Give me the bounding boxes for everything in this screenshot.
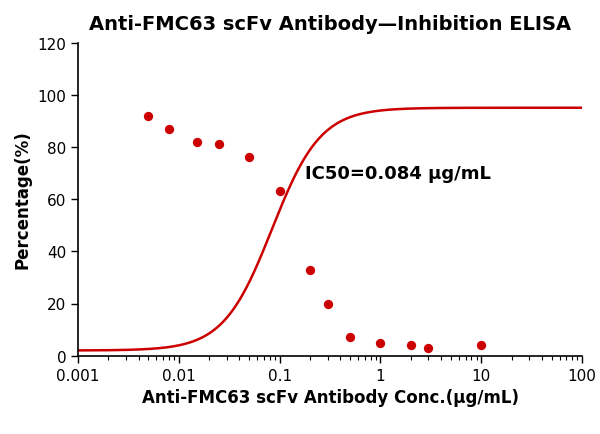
Title: Anti-FMC63 scFv Antibody—Inhibition ELISA: Anti-FMC63 scFv Antibody—Inhibition ELIS… <box>89 15 571 33</box>
Point <box>424 345 433 352</box>
Point <box>214 141 224 148</box>
Point <box>345 334 355 341</box>
Text: IC50=0.084 μg/mL: IC50=0.084 μg/mL <box>305 165 491 183</box>
Point <box>476 342 486 349</box>
Point <box>323 300 332 307</box>
Point <box>192 139 202 146</box>
Point <box>305 266 315 273</box>
Y-axis label: Percentage(%): Percentage(%) <box>14 131 32 269</box>
Point <box>376 339 385 346</box>
Point <box>406 342 416 349</box>
Point <box>275 188 284 195</box>
Point <box>164 126 174 133</box>
X-axis label: Anti-FMC63 scFv Antibody Conc.(μg/mL): Anti-FMC63 scFv Antibody Conc.(μg/mL) <box>142 388 518 406</box>
Point <box>244 155 254 161</box>
Point <box>143 113 153 120</box>
